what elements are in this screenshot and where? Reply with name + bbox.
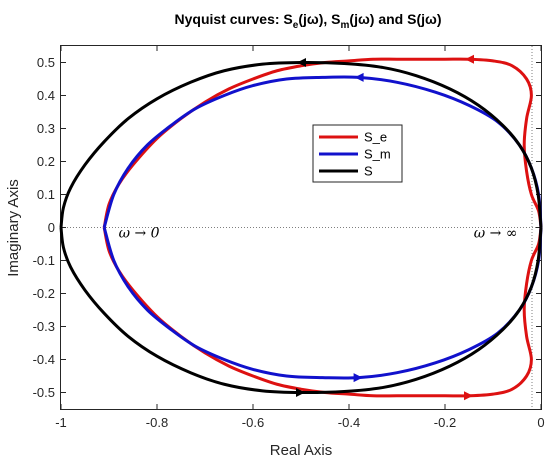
arrow-s-m-upper xyxy=(354,72,364,82)
x-tick-label: -0.6 xyxy=(242,415,264,430)
arrow-s-lower xyxy=(296,388,305,397)
y-tick-label: 0.2 xyxy=(37,154,55,169)
legend-label-s-e: S_e xyxy=(364,130,387,145)
y-tick-label: 0.4 xyxy=(37,88,55,103)
y-tick-label: -0.5 xyxy=(33,385,55,400)
y-tick-label: 0 xyxy=(48,220,55,235)
chart-title: Nyquist curves: Se(jω), Sm(jω) and S(jω) xyxy=(175,11,442,31)
annotation-1: ω → ∞ xyxy=(474,225,518,241)
y-axis-ticks: -0.5 -0.4 -0.3 -0.2 -0.1 0 0.1 0.2 0.3 0.4 0.5 xyxy=(33,55,541,400)
y-tick-label: 0.1 xyxy=(37,187,55,202)
y-axis-label: Imaginary Axis xyxy=(5,179,22,277)
y-tick-label: 0.3 xyxy=(37,121,55,136)
legend-label-s: S xyxy=(364,164,373,179)
arrow-s-m-lower xyxy=(353,373,363,383)
y-tick-label: 0.5 xyxy=(37,55,55,70)
annotation-0: ω → 0 xyxy=(119,225,160,241)
y-tick-label: -0.2 xyxy=(33,286,55,301)
y-tick-label: -0.4 xyxy=(33,352,55,367)
legend: S_e S_m S xyxy=(312,124,403,183)
x-axis-ticks: -1 -0.8 -0.6 -0.4 -0.2 0 xyxy=(55,46,545,430)
x-tick-label: -0.2 xyxy=(434,415,456,430)
x-tick-label: -1 xyxy=(55,415,67,430)
x-tick-label: -0.8 xyxy=(146,415,168,430)
x-tick-label: -0.4 xyxy=(338,415,360,430)
direction-arrows xyxy=(296,54,474,401)
arrow-s-upper xyxy=(297,58,306,67)
arrow-s-e-lower xyxy=(464,391,473,401)
legend-label-s-m: S_m xyxy=(364,147,391,162)
annotations: ω → 0 ω → ∞ xyxy=(119,225,518,241)
x-tick-label: 0 xyxy=(537,415,544,430)
y-tick-label: -0.1 xyxy=(33,253,55,268)
x-axis-label: Real Axis xyxy=(270,442,333,459)
y-tick-label: -0.3 xyxy=(33,319,55,334)
arrow-s-e-upper xyxy=(465,54,474,64)
